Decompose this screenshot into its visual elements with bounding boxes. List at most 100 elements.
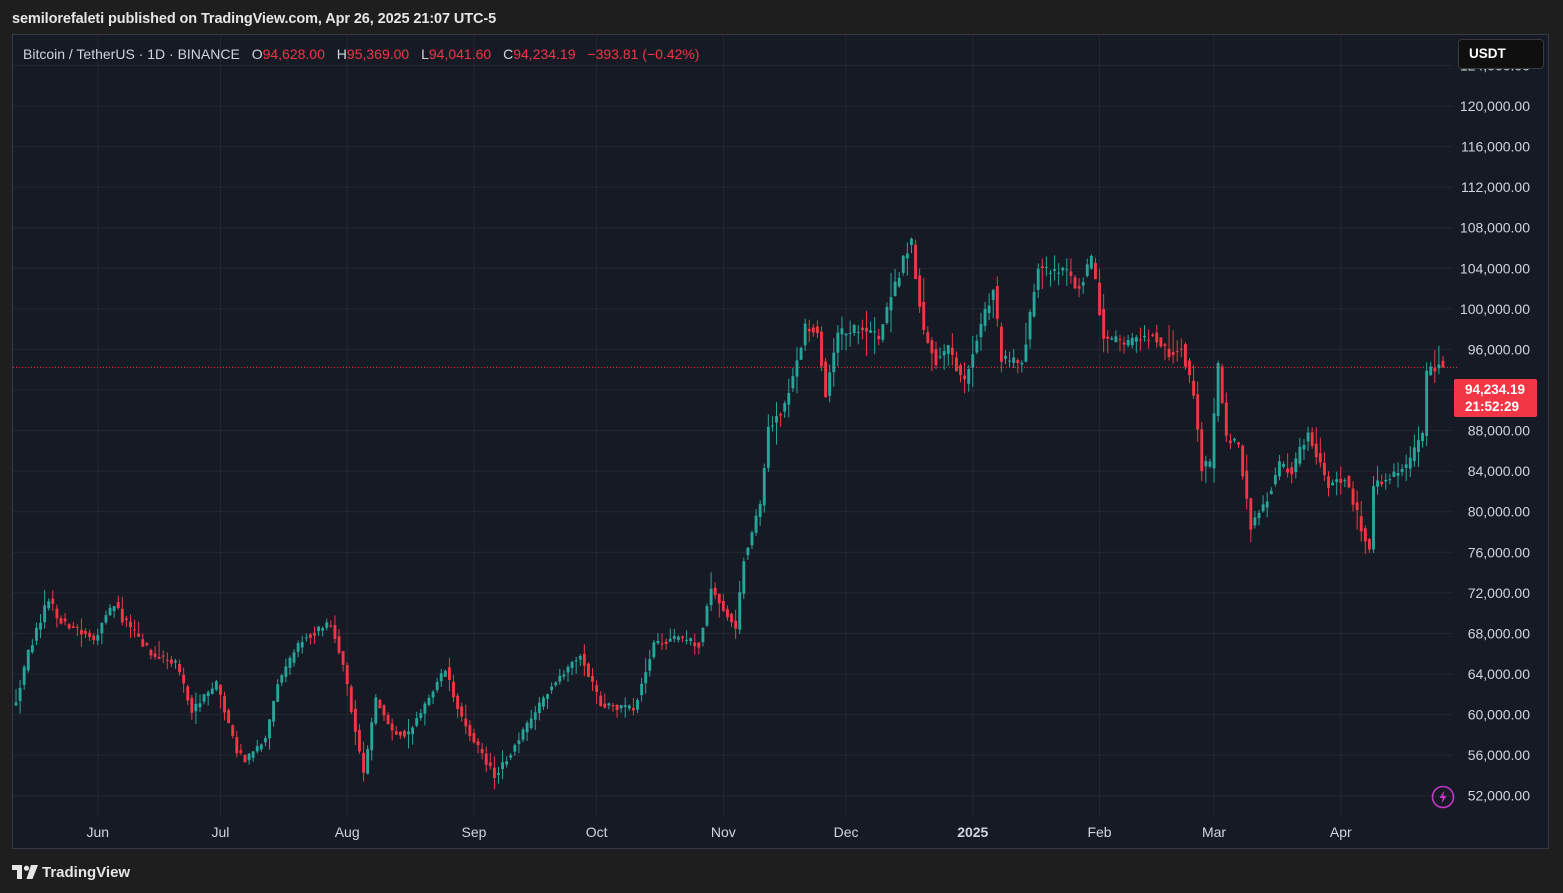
candle[interactable] [914,239,917,280]
candle[interactable] [860,319,864,340]
candle[interactable] [186,684,190,706]
time-axis[interactable]: Jun Jul Aug Sep Oct Nov Dec 2025 Feb Mar Apr [86,824,1352,840]
candle[interactable] [529,709,533,730]
candle[interactable] [995,276,999,327]
candle[interactable] [1351,481,1355,512]
candle[interactable] [1412,434,1416,467]
candle[interactable] [836,324,840,367]
candle[interactable] [734,609,738,639]
candle[interactable] [51,590,55,611]
candle[interactable] [938,347,942,360]
candle[interactable] [750,530,754,550]
candle[interactable] [480,743,484,760]
candle[interactable] [1233,437,1236,443]
candle[interactable] [840,316,844,351]
candle[interactable] [1282,461,1285,469]
candle[interactable] [815,320,819,339]
candle[interactable] [1437,345,1441,375]
candle[interactable] [513,743,517,756]
candle[interactable] [738,580,742,635]
candle[interactable] [991,288,995,319]
candle[interactable] [169,655,173,668]
candle[interactable] [374,694,378,726]
candle[interactable] [75,624,79,637]
candle[interactable] [619,704,623,713]
candle[interactable] [18,679,22,714]
candle[interactable] [803,318,807,352]
candle[interactable] [1429,361,1433,376]
candle[interactable] [1196,381,1200,442]
candle[interactable] [1044,256,1048,277]
candle[interactable] [1057,263,1061,286]
candle[interactable] [1036,263,1040,299]
candle[interactable] [198,694,202,713]
candle[interactable] [1167,325,1171,361]
currency-button[interactable]: USDT [1458,39,1544,69]
candle[interactable] [1433,350,1437,383]
candle[interactable] [1310,427,1314,449]
candle[interactable] [542,695,545,711]
candle[interactable] [1265,492,1269,518]
candle[interactable] [1143,325,1146,342]
candle[interactable] [268,718,271,750]
candle[interactable] [1327,471,1330,497]
candle[interactable] [329,620,333,628]
candle[interactable] [26,649,30,673]
candle[interactable] [644,658,648,694]
candle[interactable] [358,724,361,754]
candle[interactable] [1134,334,1138,353]
candle[interactable] [431,689,435,705]
candle[interactable] [1089,254,1093,270]
candle[interactable] [1425,362,1429,446]
candle[interactable] [1441,355,1445,368]
candle[interactable] [1163,342,1167,361]
candle[interactable] [43,589,47,629]
candle[interactable] [1138,327,1142,351]
candle[interactable] [1032,283,1036,318]
candle[interactable] [983,301,987,332]
candle[interactable] [1343,477,1347,488]
candle[interactable] [321,626,325,637]
candle[interactable] [427,694,431,707]
candle[interactable] [1094,257,1097,280]
chart-pane[interactable]: 52,000.00 56,000.00 60,000.00 64,000.00 68,0… [12,34,1549,849]
candle[interactable] [398,731,402,739]
candle[interactable] [901,254,905,276]
candle[interactable] [672,628,676,643]
candle[interactable] [337,629,341,655]
candle[interactable] [435,678,439,693]
candle[interactable] [844,333,848,351]
candle[interactable] [934,341,938,370]
candle[interactable] [84,627,87,639]
candle[interactable] [124,615,128,627]
candle[interactable] [370,717,374,761]
candle[interactable] [517,732,521,754]
candle[interactable] [39,614,42,639]
candle[interactable] [574,656,578,674]
candle[interactable] [705,603,709,628]
candle[interactable] [578,654,582,667]
candle[interactable] [582,644,586,677]
candle[interactable] [946,344,950,366]
candle[interactable] [415,711,419,728]
candle[interactable] [640,677,644,702]
candle[interactable] [501,750,505,780]
candle[interactable] [353,699,357,745]
price-axis[interactable]: 52,000.00 56,000.00 60,000.00 64,000.00 68,0… [1460,57,1530,803]
candle[interactable] [304,633,308,642]
candle[interactable] [897,271,901,288]
candle[interactable] [1388,473,1392,485]
candle[interactable] [721,593,725,613]
candle[interactable] [807,319,811,343]
candle[interactable] [1241,444,1245,480]
candle[interactable] [214,680,218,692]
candle[interactable] [174,658,177,670]
candle[interactable] [758,500,762,526]
candle[interactable] [766,414,770,472]
candle[interactable] [1122,336,1126,354]
candle[interactable] [22,664,26,690]
candle[interactable] [1355,490,1359,530]
candle[interactable] [1081,277,1085,294]
candle[interactable] [701,627,705,647]
candle[interactable] [1106,330,1110,354]
